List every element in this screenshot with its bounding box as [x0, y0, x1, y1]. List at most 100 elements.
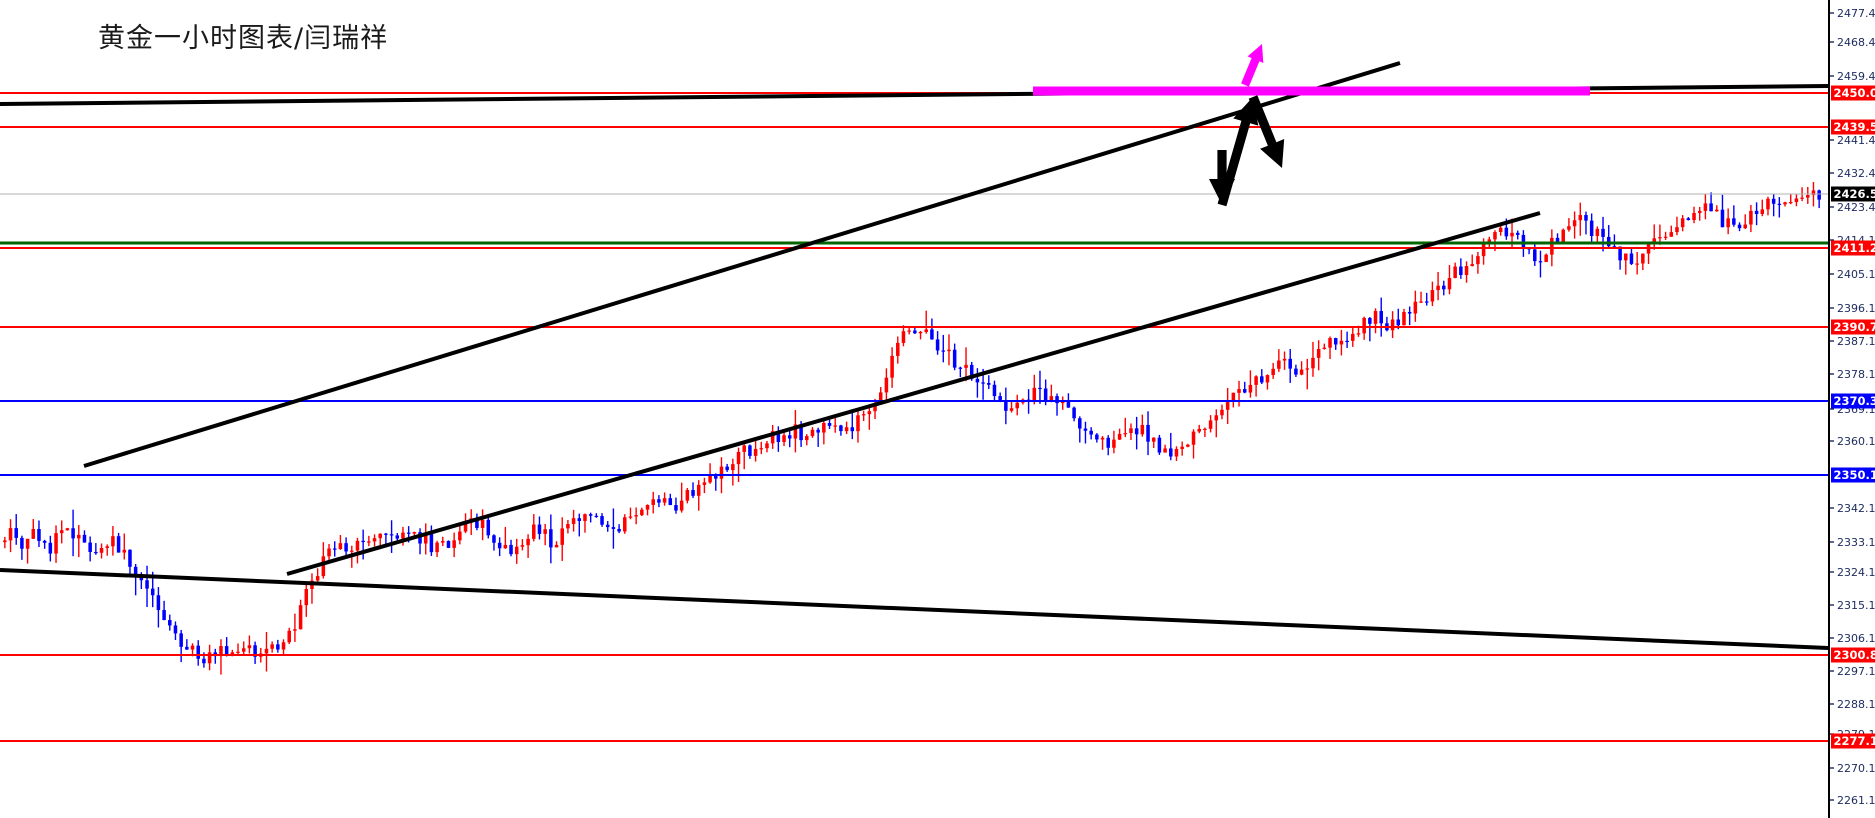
candlestick-series — [3, 181, 1821, 675]
candle-body — [600, 516, 604, 525]
candle-body — [139, 577, 144, 581]
candle-body — [1800, 197, 1804, 199]
candle-body — [475, 518, 479, 528]
candle-body — [1578, 215, 1583, 221]
axis-tick-label: 2441.40 — [1837, 134, 1875, 147]
candle-body — [1817, 190, 1821, 200]
candle-body — [1169, 448, 1173, 457]
candle-body — [1294, 368, 1298, 375]
candle-body — [958, 367, 963, 369]
candle-body — [520, 545, 525, 547]
candle-body — [1430, 290, 1435, 302]
candle-body — [1356, 333, 1361, 335]
base-horizontal-line[interactable] — [0, 568, 1828, 650]
candle-body — [1407, 311, 1412, 314]
forecast-arrow-2-up[interactable] — [1217, 97, 1259, 207]
candle-body — [1504, 227, 1509, 237]
price-badge-bg[interactable] — [1831, 467, 1875, 483]
candle-body — [924, 329, 928, 332]
candle-body — [94, 552, 98, 554]
candle-body — [947, 349, 951, 352]
candle-body — [1277, 360, 1281, 369]
candle-body — [617, 528, 621, 532]
price-badge-bg[interactable] — [1831, 647, 1875, 663]
candle-body — [1464, 265, 1469, 276]
magenta-highlight-band[interactable] — [1033, 86, 1590, 96]
candle-body — [1436, 285, 1440, 291]
price-badge-bg[interactable] — [1831, 393, 1875, 409]
candle-body — [99, 547, 104, 553]
candle-body — [594, 515, 599, 517]
lower-channel-line[interactable] — [286, 211, 1541, 576]
price-badge-bg[interactable] — [1831, 186, 1875, 202]
candle-body — [281, 642, 286, 650]
magenta-arrow-group — [1241, 44, 1264, 87]
candle-body — [1265, 375, 1270, 383]
candle-body — [765, 443, 769, 449]
candle-body — [981, 382, 985, 384]
candle-body — [1618, 246, 1622, 261]
candle-body — [907, 330, 911, 332]
price-badge-bg[interactable] — [1831, 319, 1875, 335]
candle-body — [327, 548, 331, 557]
candle-body — [1624, 253, 1628, 261]
candle-body — [116, 536, 121, 553]
candle-body — [1351, 333, 1355, 341]
candle-body — [1737, 224, 1742, 229]
candle-body — [816, 429, 820, 433]
candle-body — [537, 524, 542, 534]
candle-body — [1589, 220, 1594, 236]
axis-tick-label: 2378.15 — [1837, 368, 1875, 381]
candle-body — [748, 445, 752, 456]
forecast-arrow-3-down[interactable] — [1248, 95, 1285, 168]
candle-body — [1225, 402, 1230, 410]
price-axis[interactable]: 2477.40 2468.40 2459.40 2441.40 2432.40 2423.… — [1828, 0, 1875, 818]
candle-body — [833, 425, 837, 427]
candle-body — [736, 451, 741, 465]
candle-body — [799, 424, 803, 441]
candle-body — [1328, 338, 1332, 348]
candle-body — [1493, 232, 1497, 240]
candle-body — [856, 415, 860, 432]
candle-body — [964, 364, 968, 368]
candle-body — [1629, 253, 1634, 264]
candle-body — [1533, 249, 1537, 262]
candle-body — [827, 422, 832, 426]
price-badge-bg[interactable] — [1831, 119, 1875, 135]
price-badge-bg[interactable] — [1831, 240, 1875, 256]
candle-body — [1669, 232, 1674, 237]
candle-body — [418, 532, 422, 544]
axis-price-badge-group[interactable]: 2450.04 2439.52 2426.52 2411.23 2390.78 2370.… — [1831, 85, 1875, 749]
candle-body — [1060, 401, 1065, 404]
page-title: 黄金一小时图表/闫瑞祥 — [98, 23, 389, 54]
price-badge-label: 2439.52 — [1834, 120, 1875, 134]
candle-body — [128, 549, 132, 567]
candle-body — [1055, 396, 1059, 404]
price-badge-bg[interactable] — [1831, 733, 1875, 749]
candle-body — [1754, 210, 1759, 215]
price-badge-label: 2277.16 — [1834, 734, 1875, 748]
candle-body — [332, 548, 337, 550]
candle-body — [65, 528, 70, 531]
candle-body — [890, 355, 894, 378]
candle-body — [378, 533, 382, 539]
candle-body — [105, 546, 109, 548]
bullish-breakout-arrow[interactable] — [1241, 44, 1264, 87]
candle-body — [867, 411, 872, 415]
candle-body — [1419, 301, 1423, 303]
candle-body — [1260, 376, 1264, 383]
upper-channel-line[interactable] — [83, 61, 1401, 468]
candle-body — [1498, 227, 1503, 233]
chart-plot-area[interactable] — [0, 0, 1828, 818]
candle-body — [549, 529, 553, 548]
candle-body — [145, 580, 149, 589]
candle-body — [25, 538, 30, 549]
candle-body — [1555, 237, 1560, 243]
candle-body — [1749, 210, 1753, 225]
candle-body — [276, 644, 280, 650]
price-badge-bg[interactable] — [1831, 85, 1875, 101]
candle-body — [1208, 420, 1213, 429]
candle-body — [173, 625, 178, 634]
candle-body — [1004, 401, 1008, 411]
